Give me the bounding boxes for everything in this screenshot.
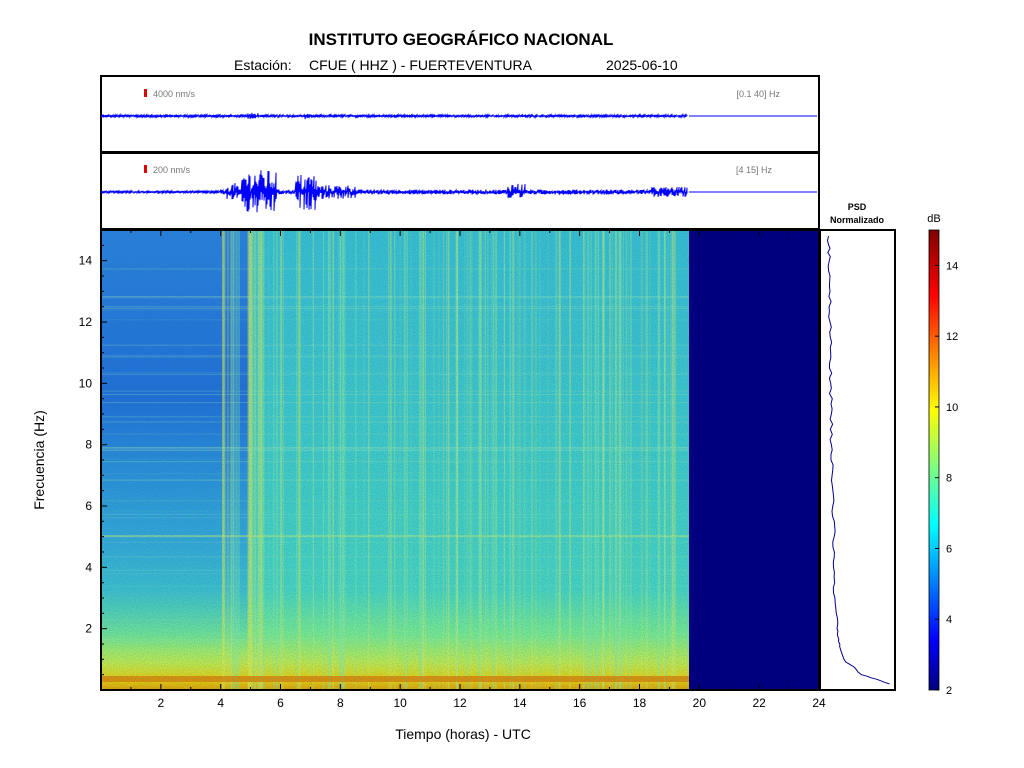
psd-panel: PSD Normalizado [819,202,896,691]
x-tick-label: 20 [693,696,707,710]
x-tick-label: 14 [513,696,527,710]
x-tick-label: 18 [633,696,647,710]
trace-scale-label: 4000 nm/s [153,89,196,99]
colorbar-tick-label: 10 [946,402,958,414]
colorbar-tick-label: 2 [946,685,952,697]
trace-waveform-filtered [100,170,688,213]
y-tick-label: 8 [85,438,92,452]
y-tick-label: 6 [85,499,92,513]
station-label: Estación: [234,57,292,73]
psd-title: PSD [848,202,867,212]
y-tick-label: 4 [85,560,92,574]
x-tick-label: 8 [337,696,344,710]
x-tick-label: 12 [453,696,467,710]
colorbar: dB 2 4 6 8 10 12 14 [927,213,958,697]
colorbar-tick-label: 12 [946,331,958,343]
trace-band-label: [0.1 40] Hz [736,89,780,99]
y-tick-label: 12 [79,315,93,329]
record-date: 2025-06-10 [606,57,678,73]
x-tick-label: 10 [393,696,407,710]
x-tick-label: 24 [812,696,826,710]
psd-subtitle: Normalizado [830,215,885,225]
scale-marker-icon [144,165,147,173]
x-axis: 2 4 6 8 10 12 14 16 18 20 22 24 [130,230,826,710]
x-axis-label: Tiempo (horas) - UTC [395,726,531,742]
x-tick-label: 16 [573,696,587,710]
x-tick-label: 4 [217,696,224,710]
trace-panel-filtered: 200 nm/s [4 15] Hz [100,152,820,230]
x-tick-label: 2 [157,696,164,710]
x-tick-label: 6 [277,696,284,710]
psd-curve [826,235,890,685]
trace-waveform-broadband [100,112,688,120]
colorbar-unit: dB [927,213,940,225]
colorbar-tick-label: 14 [946,260,958,272]
y-axis: 2 4 6 8 10 12 14 [79,244,107,676]
trace-scale-label: 200 nm/s [153,165,191,175]
scale-marker-icon [144,89,147,97]
figure-title: INSTITUTO GEOGRÁFICO NACIONAL [309,30,614,49]
trace-panel-broadband: 4000 nm/s [0.1 40] Hz [100,75,820,153]
colorbar-tick-label: 8 [946,473,952,485]
station-name: CFUE ( HHZ ) - FUERTEVENTURA [309,57,533,73]
spectrogram-no-data [689,230,819,690]
colorbar-tick-label: 4 [946,614,952,626]
y-tick-label: 14 [79,254,93,268]
y-tick-label: 10 [79,376,93,390]
x-tick-label: 22 [752,696,766,710]
colorbar-tick-label: 6 [946,543,952,555]
y-tick-label: 2 [85,622,92,636]
trace-band-label: [4 15] Hz [736,165,773,175]
y-axis-label: Frecuencia (Hz) [31,410,47,510]
